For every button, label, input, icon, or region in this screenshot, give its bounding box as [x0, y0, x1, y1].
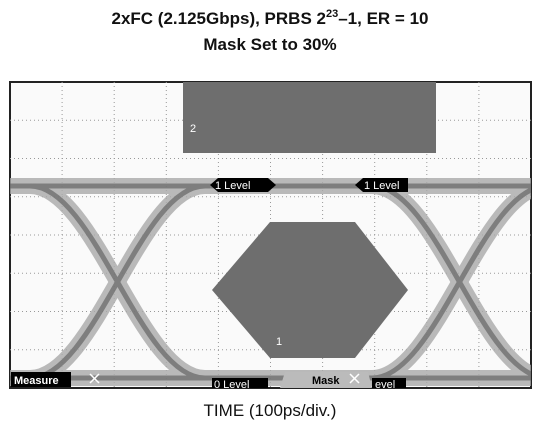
button-label: Measure [14, 375, 59, 387]
title-superscript: 23 [326, 8, 338, 20]
marker-label: 1 Level [215, 180, 250, 192]
title-part: 2xFC (2.125Gbps), PRBS 2 [112, 9, 326, 28]
title-line-2: Mask Set to 30% [203, 35, 336, 54]
button-label[interactable]: Mask [312, 375, 340, 387]
mask-label: 1 [276, 336, 282, 348]
marker-label: 1 Level [364, 180, 399, 192]
figure: 2xFC (2.125Gbps), PRBS 223–1, ER = 10 Ma… [0, 0, 541, 429]
mask-2 [183, 82, 436, 153]
title-part: –1, ER = 10 [338, 9, 428, 28]
x-axis-label: TIME (100ps/div.) [204, 401, 337, 420]
marker-label: 0 Level [214, 379, 249, 391]
title-line-1: 2xFC (2.125Gbps), PRBS 223–1, ER = 10 [112, 8, 429, 28]
marker-label: evel [375, 379, 395, 391]
mask-label: 2 [190, 123, 196, 135]
